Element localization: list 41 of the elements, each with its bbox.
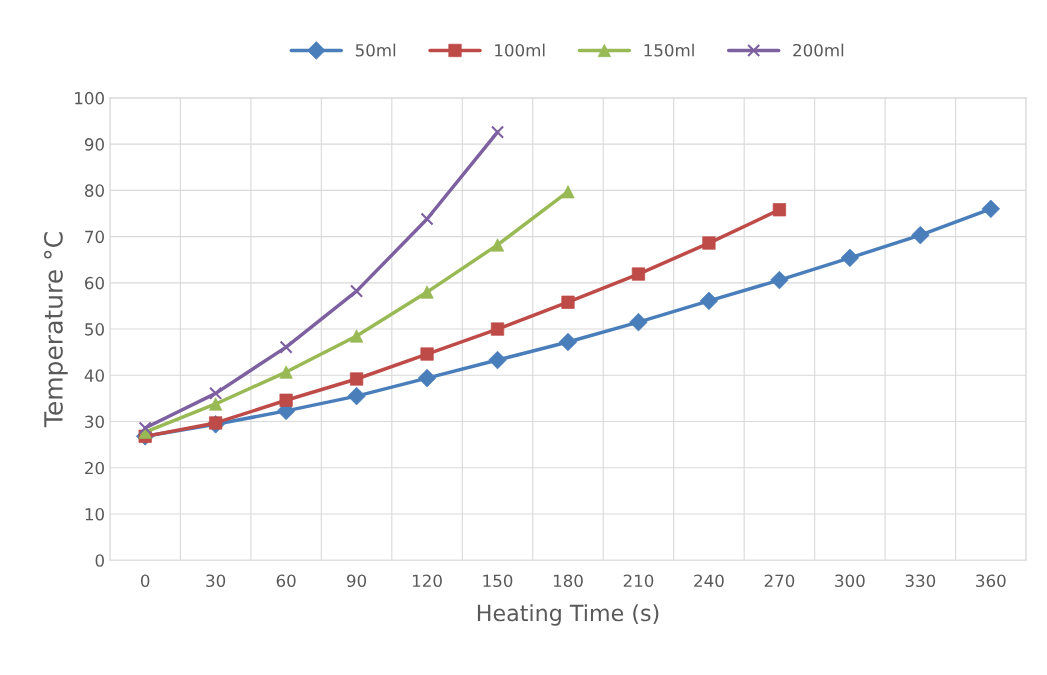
- point: [279, 393, 293, 407]
- point: [770, 270, 789, 290]
- x-tick-label: 30: [206, 574, 226, 588]
- y-tick-label: 60: [85, 276, 104, 290]
- x-tick-label: 210: [623, 574, 654, 588]
- point: [490, 125, 505, 139]
- y-tick-label: 90: [84, 138, 104, 151]
- legend-label: 50ml: [355, 43, 396, 57]
- x-tick-label: 330: [905, 574, 936, 588]
- y-tick-label: 70: [85, 230, 104, 244]
- x-tick-label: 270: [764, 574, 795, 588]
- x-tick-label: 360: [976, 574, 1006, 588]
- point: [279, 340, 293, 354]
- point: [349, 372, 364, 386]
- x-axis-title: Heating Time (s): [477, 604, 659, 626]
- y-tick-label: 10: [85, 507, 104, 521]
- x-tick-label: 180: [553, 574, 583, 588]
- point: [349, 284, 364, 298]
- x-tick-label: 60: [276, 574, 296, 588]
- legend-label: 150ml: [644, 43, 694, 57]
- x-tick-label: 240: [694, 574, 724, 588]
- point: [138, 421, 152, 435]
- x-tick-label: 90: [347, 574, 367, 588]
- y-tick-label: 80: [85, 184, 104, 197]
- x-tick-label: 300: [835, 574, 865, 588]
- y-axis-title: Temperature °C: [43, 232, 68, 428]
- legend-label: 200ml: [793, 43, 844, 57]
- x-tick-label: 150: [483, 574, 513, 588]
- legend-label: 100ml: [495, 43, 545, 57]
- y-tick-label: 30: [85, 415, 104, 429]
- x-tick-label: 120: [412, 574, 442, 588]
- point: [490, 322, 505, 336]
- y-tick-label: 50: [85, 323, 104, 336]
- y-tick-label: 40: [84, 369, 104, 382]
- y-tick-label: 100: [75, 91, 104, 105]
- y-tick-label: 20: [85, 461, 104, 475]
- point: [209, 386, 223, 400]
- y-tick-label: 0: [95, 554, 104, 567]
- point: [629, 312, 648, 332]
- x-tick-label: 0: [140, 574, 150, 588]
- point: [420, 212, 434, 226]
